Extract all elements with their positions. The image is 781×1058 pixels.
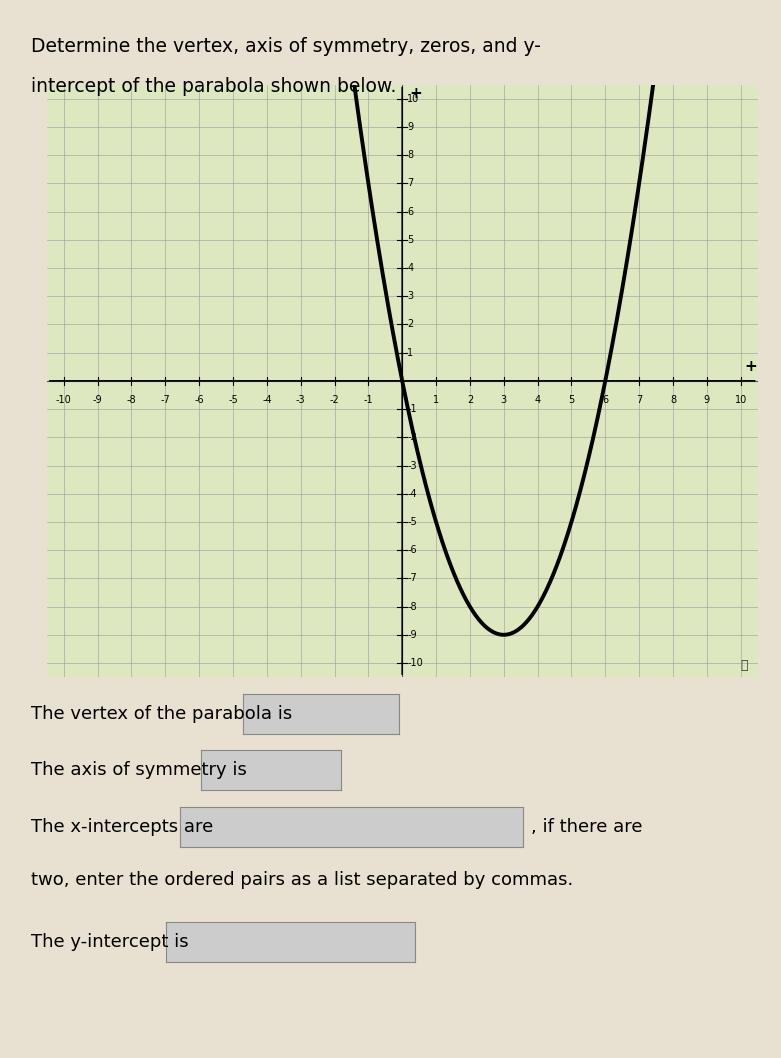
Text: -4: -4 xyxy=(262,395,272,405)
Text: 4: 4 xyxy=(408,263,413,273)
Text: -6: -6 xyxy=(194,395,204,405)
Text: -8: -8 xyxy=(408,602,417,612)
Text: 9: 9 xyxy=(704,395,710,405)
Text: -5: -5 xyxy=(408,517,417,527)
Text: -3: -3 xyxy=(408,460,417,471)
Text: 4: 4 xyxy=(534,395,540,405)
Text: 2: 2 xyxy=(408,320,414,329)
Text: +: + xyxy=(744,360,757,375)
Text: -1: -1 xyxy=(364,395,373,405)
Text: , if there are: , if there are xyxy=(531,818,643,837)
Text: 9: 9 xyxy=(408,122,413,132)
Text: -10: -10 xyxy=(408,658,423,668)
Text: intercept of the parabola shown below.: intercept of the parabola shown below. xyxy=(31,77,397,96)
Text: -4: -4 xyxy=(408,489,417,498)
Text: -1: -1 xyxy=(408,404,417,414)
Text: -10: -10 xyxy=(56,395,72,405)
Text: The vertex of the parabola is: The vertex of the parabola is xyxy=(31,705,293,724)
Text: 6: 6 xyxy=(408,206,413,217)
Text: The x-intercepts are: The x-intercepts are xyxy=(31,818,213,837)
Text: -9: -9 xyxy=(408,630,417,640)
Text: 1: 1 xyxy=(433,395,439,405)
Text: -9: -9 xyxy=(93,395,102,405)
Text: -6: -6 xyxy=(408,545,417,555)
Text: two, enter the ordered pairs as a list separated by commas.: two, enter the ordered pairs as a list s… xyxy=(31,871,573,890)
Text: Determine the vertex, axis of symmetry, zeros, and y-: Determine the vertex, axis of symmetry, … xyxy=(31,37,541,56)
Text: 8: 8 xyxy=(670,395,676,405)
Text: 10: 10 xyxy=(734,395,747,405)
Text: The y-intercept is: The y-intercept is xyxy=(31,932,189,951)
Text: 5: 5 xyxy=(569,395,575,405)
Text: 8: 8 xyxy=(408,150,413,160)
Text: 6: 6 xyxy=(602,395,608,405)
Text: -3: -3 xyxy=(296,395,305,405)
Text: The axis of symmetry is: The axis of symmetry is xyxy=(31,761,247,780)
Text: 5: 5 xyxy=(408,235,414,244)
Text: 3: 3 xyxy=(501,395,507,405)
Text: 10: 10 xyxy=(408,94,419,104)
Text: -8: -8 xyxy=(127,395,136,405)
Text: -7: -7 xyxy=(160,395,170,405)
Text: -5: -5 xyxy=(228,395,238,405)
Text: 1: 1 xyxy=(408,348,413,358)
Text: 7: 7 xyxy=(636,395,642,405)
Text: 2: 2 xyxy=(467,395,473,405)
Text: +: + xyxy=(409,86,422,101)
Text: -2: -2 xyxy=(408,433,417,442)
Text: 7: 7 xyxy=(408,179,414,188)
Text: -7: -7 xyxy=(408,573,417,583)
Text: 🔍: 🔍 xyxy=(740,659,747,672)
Text: 3: 3 xyxy=(408,291,413,302)
Text: -2: -2 xyxy=(330,395,340,405)
